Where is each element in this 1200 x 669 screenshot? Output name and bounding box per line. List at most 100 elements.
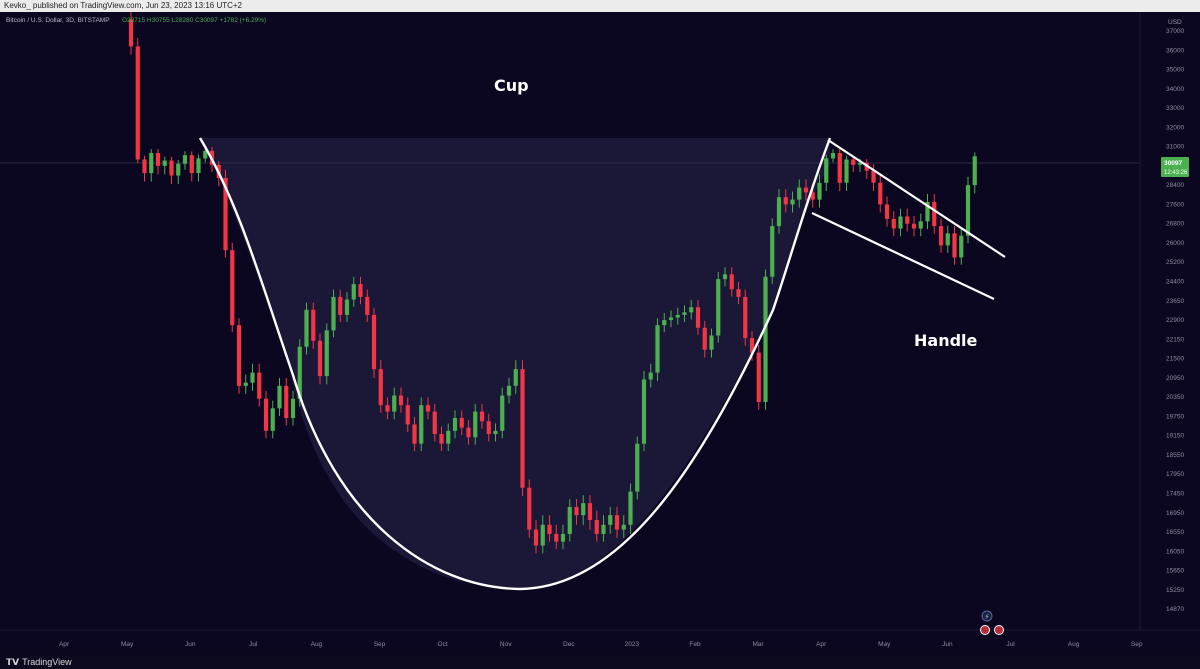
candle-body bbox=[459, 418, 464, 428]
candle-body bbox=[797, 187, 802, 200]
tradingview-brand[interactable]: 𝗧𝗩 TradingView bbox=[6, 656, 72, 668]
price-tick-label: 15650 bbox=[1166, 568, 1184, 575]
candle-body bbox=[918, 221, 923, 229]
candle-body bbox=[506, 385, 512, 396]
candle-body bbox=[419, 405, 424, 444]
price-tick-label: 24400 bbox=[1166, 279, 1184, 286]
candle-body bbox=[810, 192, 815, 200]
time-axis[interactable]: Apr May Jun Jul Aug Sep Oct Nov Dec 2023 Feb Mar Apr… bbox=[59, 641, 1143, 648]
time-tick-label: 2023 bbox=[625, 641, 640, 648]
price-tick-label: 31000 bbox=[1166, 144, 1184, 151]
time-tick-label: May bbox=[878, 641, 891, 648]
tradingview-logo-icon: 𝗧𝗩 bbox=[6, 657, 20, 667]
lightning-event-icon[interactable] bbox=[981, 610, 993, 622]
candle-body bbox=[378, 369, 383, 406]
price-tick-label: 34000 bbox=[1166, 86, 1184, 93]
candle-body bbox=[236, 325, 242, 386]
candle-body bbox=[425, 405, 431, 412]
time-tick-label: Sep bbox=[374, 641, 386, 648]
us-flag-event-icon-2[interactable] bbox=[994, 625, 1004, 635]
candle-body bbox=[648, 372, 653, 380]
candle-body bbox=[621, 524, 626, 530]
candle-body bbox=[655, 325, 660, 373]
candle-body bbox=[533, 529, 539, 546]
event-icons[interactable]: ⚡ bbox=[980, 610, 1004, 635]
price-tick-label: 20950 bbox=[1166, 375, 1184, 382]
handle-label: Handle bbox=[914, 331, 978, 350]
candle-body bbox=[432, 411, 437, 435]
price-tick-label: 22150 bbox=[1166, 336, 1184, 343]
candle-body bbox=[182, 155, 188, 164]
candle-body bbox=[250, 372, 255, 383]
publisher-bar: Kevko_ published on TradingView.com, Jun… bbox=[0, 0, 1200, 12]
price-tick-label: 21500 bbox=[1166, 356, 1184, 363]
candle-body bbox=[277, 385, 282, 409]
price-tick-label: 19750 bbox=[1166, 413, 1184, 420]
candle-body bbox=[972, 156, 977, 186]
time-tick-label: May bbox=[121, 641, 134, 648]
price-tick-label: 26000 bbox=[1166, 240, 1184, 247]
cup-curve bbox=[198, 137, 832, 591]
symbol-title: Bitcoin / U.S. Dollar, 3D, BITSTAMP bbox=[6, 17, 110, 24]
ohlc-values: O28715 H30755 L28280 C30097 +1782 (+6.29… bbox=[122, 17, 266, 24]
time-tick-label: Dec bbox=[563, 641, 575, 648]
candle-body bbox=[891, 218, 896, 229]
handle-lower-line bbox=[811, 212, 995, 300]
candle-body bbox=[945, 233, 950, 246]
candlestick-chart[interactable]: Cup Handle Bitcoin / U.S. Dollar, 3D, BI… bbox=[0, 12, 1200, 655]
candle-body bbox=[729, 274, 734, 290]
candle-body bbox=[932, 202, 937, 227]
price-tick-label: 19150 bbox=[1166, 433, 1184, 440]
time-tick-label: Jul bbox=[249, 641, 258, 648]
time-tick-label: Jun bbox=[185, 641, 196, 648]
price-tick-label: 32000 bbox=[1166, 124, 1184, 131]
candle-body bbox=[587, 503, 593, 520]
candle-body bbox=[331, 296, 336, 331]
candle-body bbox=[243, 382, 248, 386]
candle-body bbox=[830, 153, 836, 159]
candle-body bbox=[790, 199, 795, 205]
price-tick-label: 35000 bbox=[1166, 67, 1184, 74]
price-tick-label: 33000 bbox=[1166, 105, 1184, 112]
time-tick-label: Jul bbox=[1006, 641, 1015, 648]
candle-body bbox=[317, 340, 323, 377]
candle-body bbox=[270, 408, 275, 431]
candle-body bbox=[311, 309, 316, 341]
candle-body bbox=[736, 289, 741, 297]
price-tick-label: 26800 bbox=[1166, 221, 1184, 228]
us-flag-event-icon[interactable] bbox=[980, 625, 990, 635]
candle-body bbox=[196, 158, 201, 174]
candle-body bbox=[682, 312, 687, 315]
candle-body bbox=[763, 276, 768, 402]
candle-body bbox=[898, 216, 903, 229]
time-tick-label: Apr bbox=[816, 641, 827, 648]
price-tick-label: 23650 bbox=[1166, 298, 1184, 305]
candle-body bbox=[743, 296, 748, 339]
candle-body bbox=[169, 160, 174, 176]
candle-body bbox=[486, 421, 491, 435]
candle-body bbox=[385, 405, 390, 412]
candle-body bbox=[344, 299, 350, 315]
price-tick-label: 22900 bbox=[1166, 317, 1184, 324]
time-tick-label: Feb bbox=[689, 641, 701, 648]
time-tick-label: Oct bbox=[438, 641, 448, 648]
time-tick-label: Aug bbox=[311, 641, 323, 648]
candle-body bbox=[749, 338, 755, 353]
time-tick-label: Jun bbox=[942, 641, 953, 648]
price-tick-label: 25200 bbox=[1166, 259, 1184, 266]
price-axis[interactable]: USD bbox=[1139, 12, 1182, 630]
price-tick-label: 18550 bbox=[1166, 452, 1184, 459]
candle-body bbox=[162, 160, 167, 166]
candle-body bbox=[446, 430, 451, 444]
candle-body bbox=[351, 284, 356, 300]
cup-shaded-region bbox=[200, 138, 830, 589]
price-tick-label: 28400 bbox=[1166, 182, 1184, 189]
candle-body bbox=[857, 162, 863, 165]
candle-body bbox=[203, 150, 208, 159]
price-tick-label: 14870 bbox=[1166, 606, 1184, 613]
time-tick-label: Sep bbox=[1131, 641, 1143, 648]
candle-body bbox=[560, 533, 566, 542]
candle-body bbox=[722, 274, 728, 280]
footer-bar: 𝗧𝗩 TradingView bbox=[0, 655, 1200, 669]
candle-body bbox=[689, 307, 694, 313]
